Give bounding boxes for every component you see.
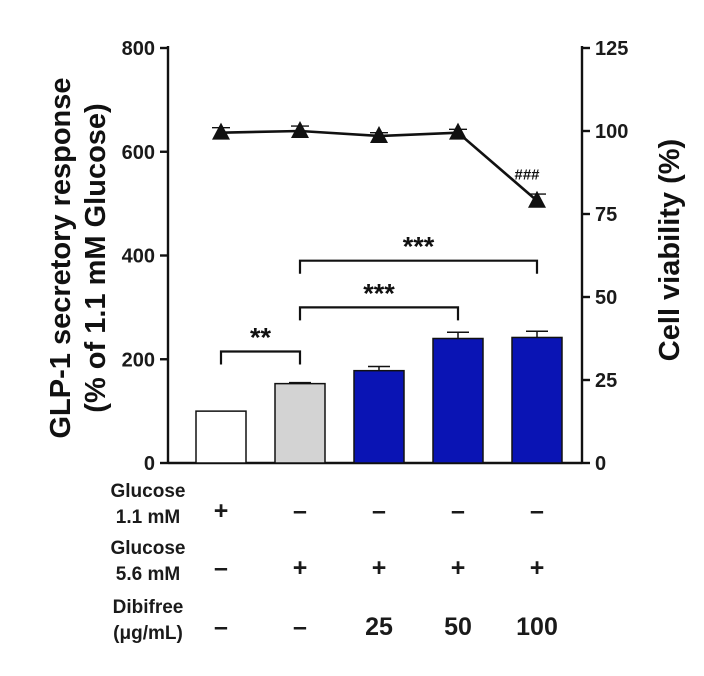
condition-cell: – [214, 613, 228, 641]
condition-cell: – [372, 497, 386, 525]
left-tick-label: 0 [144, 453, 155, 475]
axes: 0 200 400 600 800 0 25 50 75 100 125 GLP-1 secretor… [45, 38, 686, 475]
condition-cell: + [214, 497, 229, 525]
condition-cell: + [372, 554, 387, 582]
viability-point-2 [291, 121, 309, 138]
condition-cell: – [530, 497, 544, 525]
condition-cell: – [293, 497, 307, 525]
condition-row-label-line1: Glucose [111, 538, 186, 559]
y-left-title-line2: (% of 1.1 mM Glucose) [80, 103, 112, 412]
condition-cell: – [451, 497, 465, 525]
condition-row-label-line2: 5.6 mM [116, 564, 180, 585]
left-tick-label: 800 [122, 38, 155, 60]
significance-bracket-2 [298, 306, 460, 321]
bar-5 [511, 336, 563, 464]
significance-bracket-1 [219, 350, 302, 365]
right-tick-label: 50 [595, 287, 617, 309]
bar-4 [432, 337, 484, 464]
right-tick-label: 100 [595, 121, 628, 143]
significance-brackets: ******** [219, 232, 539, 365]
condition-cell: 100 [516, 613, 558, 641]
condition-cell: – [293, 613, 307, 641]
condition-cell: – [214, 554, 228, 582]
condition-row-label: Glucose 1.1 mM [111, 481, 186, 528]
condition-cell: + [530, 554, 545, 582]
condition-cell: 50 [444, 613, 472, 641]
y-left-axis-title: GLP-1 secretory response (% of 1.1 mM Glu… [45, 77, 112, 438]
significance-label-3: *** [403, 232, 435, 262]
y-left-title-line1: GLP-1 secretory response [45, 77, 77, 438]
viability-significance-label: ### [514, 167, 540, 184]
condition-row-label-line2: (μg/mL) [113, 623, 183, 644]
bar-3 [353, 369, 405, 464]
viability-point-5 [528, 190, 546, 208]
significance-label-1: ** [250, 322, 272, 352]
significance-bracket-3 [298, 259, 539, 274]
viability-point-3 [370, 125, 388, 143]
condition-row-label-line1: Dibifree [113, 597, 184, 618]
viability-point-1 [212, 122, 230, 140]
condition-row-label-line2: 1.1 mM [116, 507, 180, 528]
left-tick-label: 400 [122, 246, 155, 268]
condition-cell: + [451, 554, 466, 582]
bar-1 [195, 410, 247, 464]
viability-point-4 [449, 122, 467, 140]
condition-table: Glucose 1.1 mM + – – – – Glucose 5.6 mM – + + + + Dibi… [111, 481, 558, 644]
y-right-axis-title: Cell viability (%) [654, 139, 686, 361]
right-tick-label: 125 [595, 38, 628, 60]
condition-row-label: Glucose 5.6 mM [111, 538, 186, 585]
right-tick-label: 0 [595, 453, 606, 475]
bar-2 [274, 382, 326, 464]
condition-row-label-line1: Glucose [111, 481, 186, 502]
right-tick-label: 25 [595, 370, 617, 392]
bars [195, 330, 563, 464]
condition-cell: 25 [365, 613, 393, 641]
significance-label-2: *** [363, 278, 395, 308]
left-tick-label: 200 [122, 349, 155, 371]
left-tick-label: 600 [122, 142, 155, 164]
right-tick-label: 75 [595, 204, 617, 226]
viability-line: ### [212, 121, 546, 208]
condition-cell: + [293, 554, 308, 582]
condition-row-label: Dibifree (μg/mL) [113, 597, 184, 644]
